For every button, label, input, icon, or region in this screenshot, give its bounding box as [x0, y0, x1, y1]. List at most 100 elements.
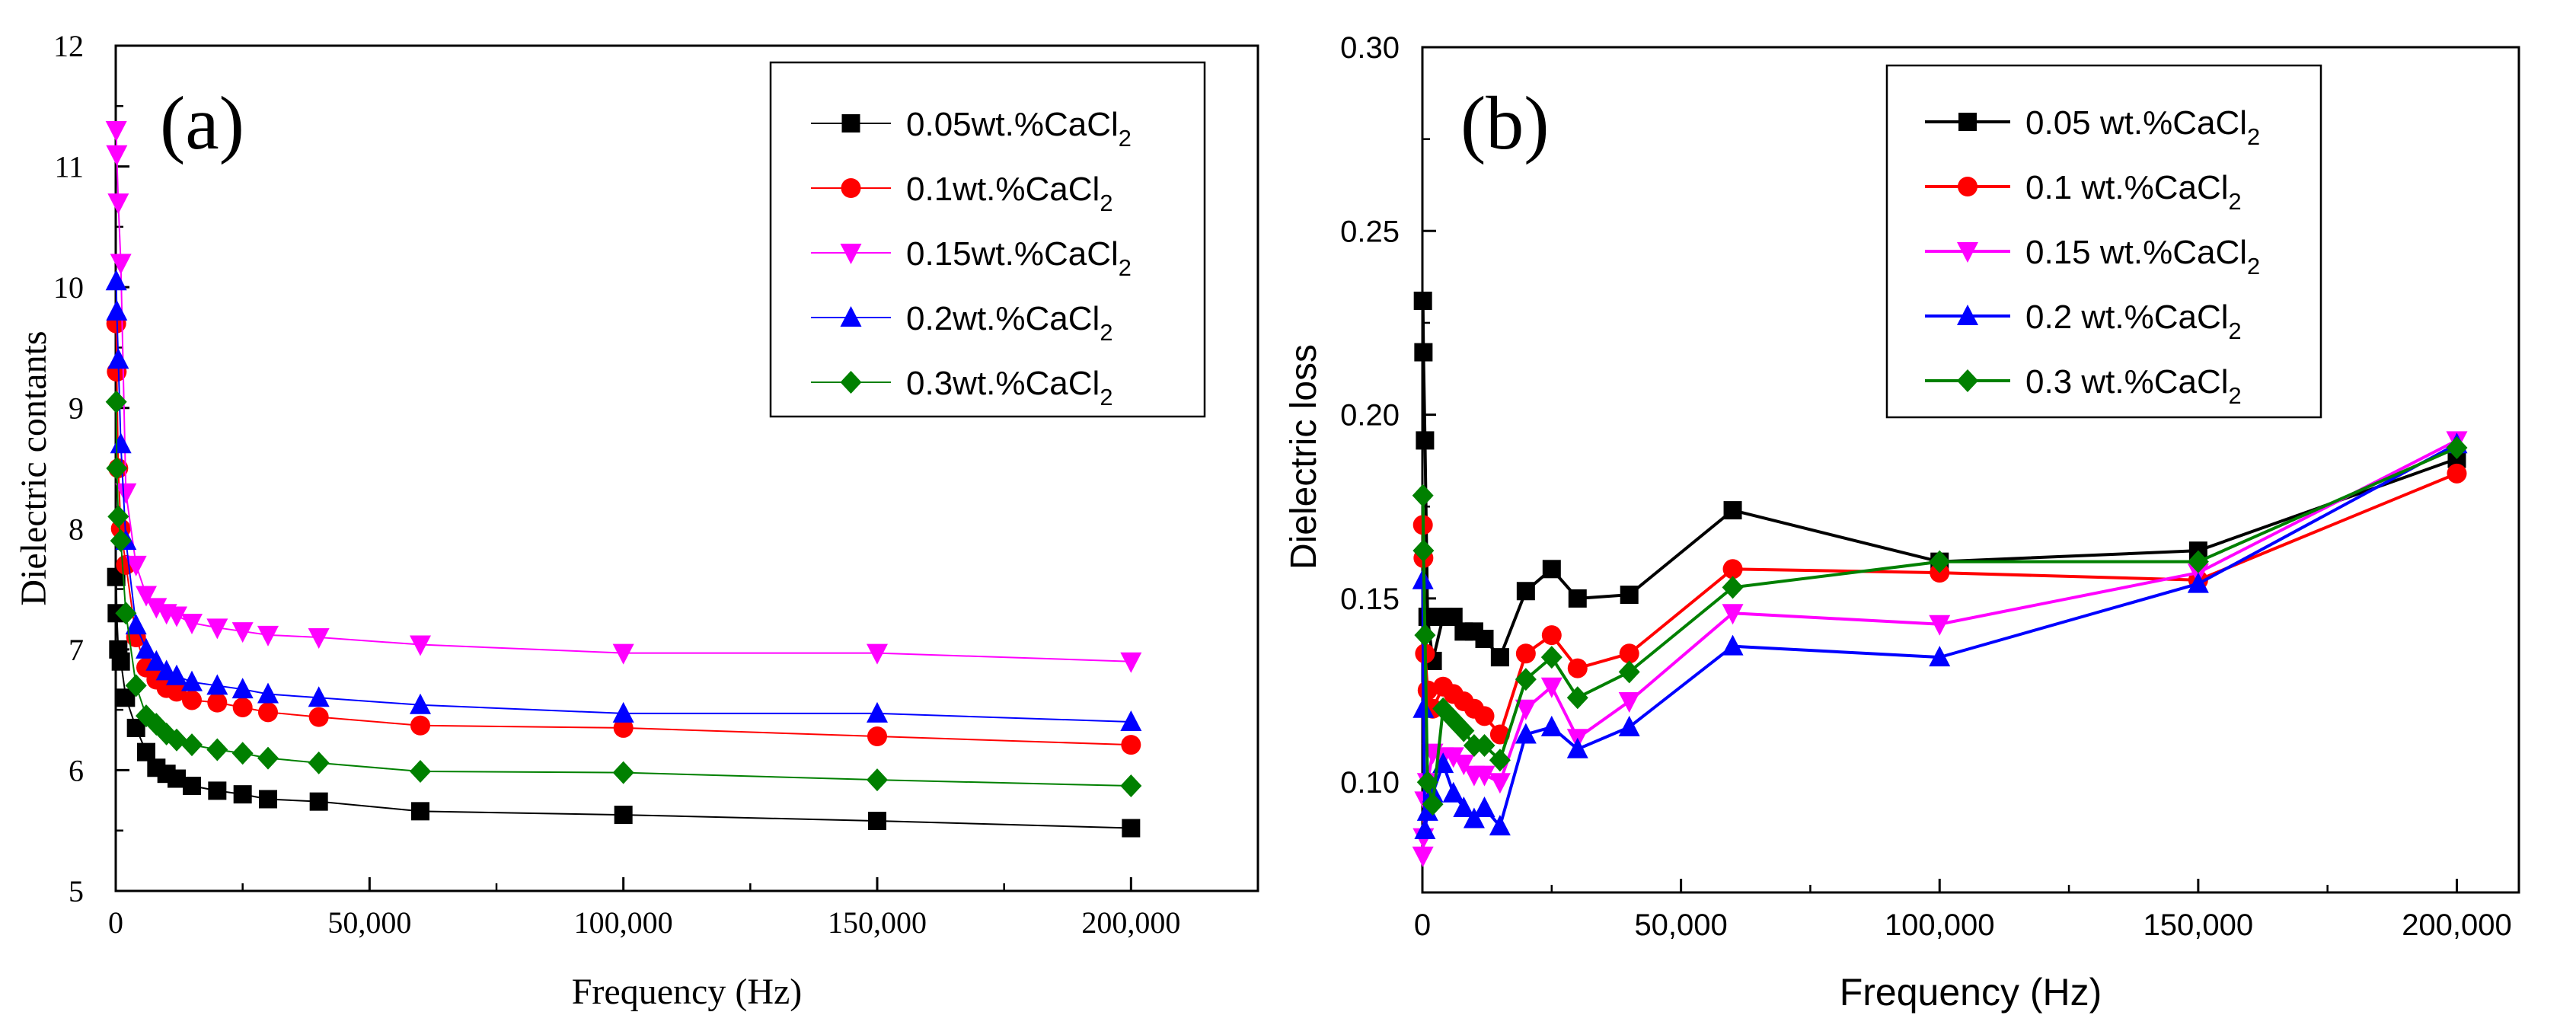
- data-point: [867, 701, 888, 723]
- data-point: [181, 613, 203, 634]
- y-axis-label-b: Dielectric loss: [1284, 344, 1324, 570]
- legend-label-subscript: 2: [2247, 123, 2260, 150]
- data-point: [1463, 807, 1485, 828]
- data-point: [410, 635, 431, 656]
- data-point: [1442, 781, 1464, 803]
- legend-marker: [840, 306, 862, 327]
- data-point: [1722, 559, 1743, 579]
- data-point: [125, 614, 147, 635]
- data-point: [1567, 658, 1588, 678]
- data-point: [1120, 652, 1142, 673]
- y-tick-label: 0.15: [1340, 583, 1400, 616]
- legend-marker: [1957, 305, 1978, 325]
- legend-marker: [840, 371, 862, 394]
- data-point: [612, 701, 634, 723]
- legend-marker: [841, 114, 860, 132]
- data-point: [308, 628, 330, 649]
- data-point: [1416, 431, 1435, 450]
- data-point: [105, 390, 127, 413]
- data-point: [1474, 706, 1495, 726]
- data-point: [1515, 723, 1537, 744]
- legend-label-subscript: 2: [2229, 188, 2242, 215]
- data-point: [1120, 710, 1142, 731]
- data-point: [258, 702, 278, 723]
- chart-panel-b: (b) 0 50,000 100,000 150,000 200,000 0.10 0.15…: [1284, 31, 2520, 1014]
- data-point: [1541, 625, 1562, 646]
- data-point: [111, 652, 130, 671]
- data-point: [206, 674, 228, 695]
- data-point: [232, 697, 253, 717]
- plot-frame-b: [1421, 46, 2520, 894]
- data-point: [612, 761, 634, 784]
- data-point: [1566, 686, 1588, 710]
- legend-label-subscript: 2: [1100, 384, 1112, 410]
- x-tick-label: 50,000: [1634, 908, 1727, 942]
- x-tick-label: 0: [1414, 908, 1431, 942]
- series-0-3wt-cacl: [105, 390, 1142, 798]
- data-point: [2187, 550, 2209, 573]
- x-tick-label: 200,000: [2402, 908, 2512, 942]
- legend-label-subscript: 2: [1119, 254, 1132, 281]
- data-point: [1490, 648, 1509, 667]
- data-point: [137, 742, 155, 761]
- data-point: [166, 728, 187, 752]
- data-point: [257, 625, 279, 646]
- data-point: [1489, 724, 1510, 745]
- data-point: [207, 692, 228, 713]
- data-point: [1723, 501, 1742, 520]
- data-point: [115, 602, 137, 625]
- series-0-3-wt-cacl: [1412, 436, 2468, 816]
- data-point: [1929, 646, 1951, 667]
- data-point: [1722, 604, 1744, 625]
- data-point: [1515, 643, 1536, 664]
- data-point: [145, 650, 168, 671]
- data-point: [1412, 697, 1435, 718]
- legend-label-subscript: 2: [1100, 319, 1112, 346]
- data-point: [259, 790, 277, 809]
- data-point: [182, 690, 202, 710]
- ticks-b: 0 50,000 100,000 150,000 200,000 0.10 0.15 0.20…: [1340, 31, 2512, 942]
- data-point: [1515, 668, 1537, 691]
- legend-label-subscript: 2: [2229, 382, 2242, 409]
- data-point: [1515, 699, 1537, 720]
- data-point: [1418, 608, 1437, 627]
- y-tick-label: 5: [69, 874, 84, 908]
- y-tick-label: 0.10: [1340, 766, 1400, 800]
- y-tick-label: 12: [53, 29, 84, 63]
- data-point: [613, 717, 634, 738]
- data-point: [1473, 733, 1495, 757]
- series-0-2-wt-cacl: [1412, 433, 2468, 839]
- data-point: [136, 586, 157, 607]
- data-point: [233, 785, 252, 804]
- legend-a: 0.05wt.%CaCl20.1wt.%CaCl20.15wt.%CaCl20.…: [769, 61, 1206, 418]
- data-point: [181, 733, 203, 757]
- data-point: [208, 781, 227, 800]
- legend-label-subscript: 2: [2247, 253, 2260, 279]
- data-point: [410, 760, 431, 784]
- data-point: [105, 270, 127, 291]
- data-point: [1566, 737, 1588, 758]
- data-point: [1120, 774, 1142, 798]
- series-0-1-wt-cacl: [1412, 463, 2467, 745]
- x-tick-label: 0: [108, 905, 123, 940]
- data-point: [231, 678, 254, 699]
- series-0-1wt-cacl: [106, 313, 1141, 755]
- legend-label-subscript: 2: [1119, 125, 1132, 152]
- legend-label-subscript: 2: [2229, 318, 2242, 344]
- y-tick-label: 11: [54, 150, 84, 184]
- data-point: [1722, 634, 1744, 656]
- data-point: [1929, 550, 1951, 573]
- x-tick-label: 100,000: [574, 905, 673, 940]
- data-point: [1929, 615, 1951, 636]
- chart-panel-a: (a) 0 50,000 100,000 150,000 200,000 5 6 7 8 9 10 1…: [14, 29, 1259, 1012]
- legend-marker: [841, 178, 861, 198]
- data-point: [206, 738, 228, 761]
- data-point: [1442, 747, 1464, 768]
- data-point: [231, 622, 254, 643]
- data-point: [1489, 815, 1511, 836]
- x-axis-label-b: Frequency (Hz): [1840, 971, 2102, 1014]
- y-tick-label: 9: [69, 391, 84, 426]
- series-0-2wt-cacl: [105, 270, 1142, 731]
